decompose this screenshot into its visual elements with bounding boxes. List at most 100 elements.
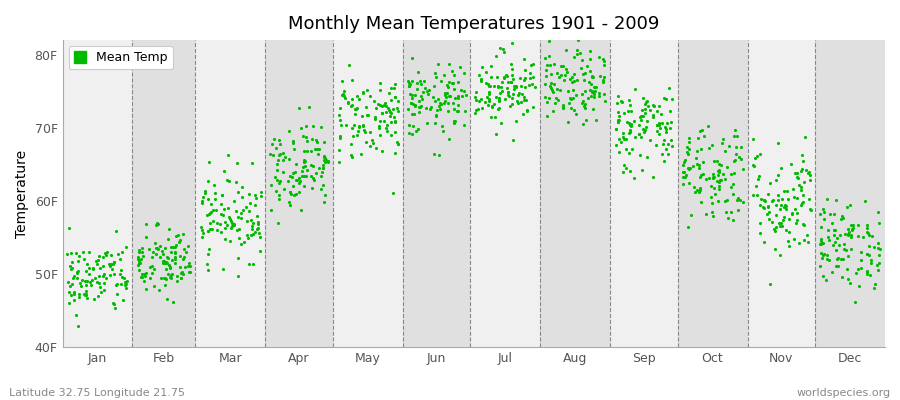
- Point: [677, 168, 691, 175]
- Point: [560, 69, 574, 75]
- Point: [753, 196, 768, 202]
- Point: [158, 282, 172, 288]
- Point: [426, 94, 440, 101]
- Point: [159, 266, 174, 272]
- Point: [640, 118, 654, 124]
- Point: [130, 262, 145, 268]
- Point: [500, 73, 515, 79]
- Point: [748, 155, 762, 162]
- Point: [658, 124, 672, 130]
- Point: [277, 154, 292, 160]
- Point: [383, 110, 398, 116]
- Point: [540, 112, 554, 119]
- Point: [634, 106, 649, 113]
- Point: [408, 103, 422, 109]
- Point: [87, 275, 102, 281]
- Point: [306, 162, 320, 169]
- Point: [717, 148, 732, 154]
- Point: [164, 244, 178, 250]
- Point: [248, 192, 262, 198]
- Point: [111, 281, 125, 288]
- Point: [505, 101, 519, 108]
- Point: [201, 267, 215, 274]
- Point: [609, 125, 624, 132]
- Point: [201, 178, 215, 184]
- Point: [860, 268, 874, 274]
- Point: [650, 108, 664, 114]
- Point: [331, 158, 346, 165]
- Point: [500, 79, 515, 85]
- Point: [139, 221, 153, 227]
- Point: [543, 61, 557, 68]
- Point: [227, 221, 241, 227]
- Point: [373, 80, 387, 86]
- Point: [240, 234, 255, 241]
- Point: [82, 249, 96, 255]
- Point: [441, 108, 455, 114]
- Point: [67, 297, 81, 303]
- Point: [575, 100, 590, 106]
- Point: [374, 148, 389, 154]
- Point: [60, 251, 75, 257]
- Point: [712, 179, 726, 186]
- Point: [254, 189, 268, 196]
- Point: [689, 187, 704, 193]
- Point: [562, 76, 577, 82]
- Point: [695, 127, 709, 134]
- Point: [450, 108, 464, 114]
- Point: [90, 279, 104, 285]
- Point: [348, 106, 363, 112]
- Point: [149, 245, 164, 252]
- Point: [714, 176, 728, 183]
- Point: [170, 272, 184, 279]
- Point: [380, 127, 394, 134]
- Point: [710, 158, 724, 164]
- Point: [161, 270, 176, 277]
- Point: [489, 94, 503, 100]
- Point: [727, 169, 742, 176]
- Point: [760, 203, 775, 209]
- Point: [422, 87, 436, 94]
- Point: [207, 182, 221, 188]
- Point: [851, 233, 866, 239]
- Point: [712, 186, 726, 192]
- Point: [136, 252, 150, 259]
- Point: [619, 146, 634, 152]
- Point: [356, 89, 370, 96]
- Point: [148, 240, 162, 246]
- Point: [364, 137, 379, 143]
- Point: [597, 58, 611, 64]
- Point: [793, 168, 807, 174]
- Point: [147, 282, 161, 289]
- Point: [766, 197, 780, 204]
- Point: [413, 93, 428, 100]
- Point: [712, 169, 726, 176]
- Point: [167, 250, 182, 256]
- Point: [391, 141, 405, 148]
- Point: [157, 260, 171, 266]
- Point: [797, 236, 812, 243]
- Point: [746, 192, 760, 198]
- Point: [518, 66, 532, 73]
- Point: [555, 62, 570, 69]
- Point: [559, 66, 573, 72]
- Point: [303, 148, 318, 154]
- Point: [833, 256, 848, 262]
- Point: [297, 182, 311, 189]
- Point: [412, 98, 427, 104]
- Point: [862, 232, 877, 238]
- Point: [792, 240, 806, 246]
- Point: [791, 181, 806, 188]
- Point: [826, 242, 841, 248]
- Point: [202, 226, 217, 232]
- Point: [166, 299, 180, 305]
- Point: [290, 177, 304, 183]
- Point: [576, 98, 590, 104]
- Point: [202, 251, 216, 258]
- Point: [113, 267, 128, 273]
- Point: [771, 192, 786, 198]
- Point: [171, 232, 185, 238]
- Point: [711, 166, 725, 173]
- Point: [814, 236, 828, 242]
- Point: [619, 136, 634, 142]
